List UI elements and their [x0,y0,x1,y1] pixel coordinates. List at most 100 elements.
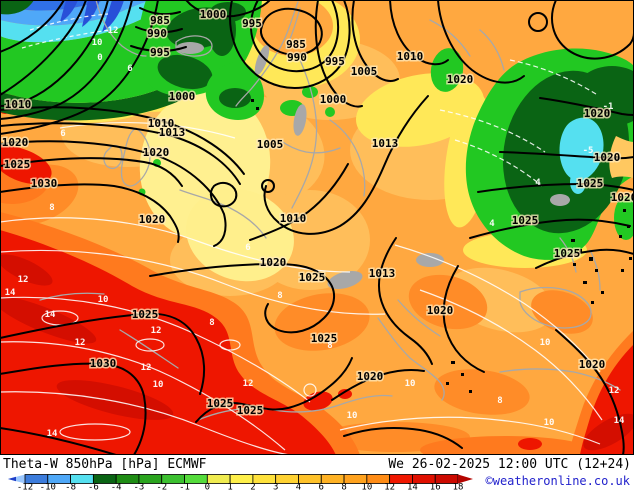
scale-arrow-left-tip [8,476,16,482]
scale-tick-label: 3 [273,483,278,490]
scale-tick-label: 12 [384,483,395,490]
theta-label: 8 [497,396,502,406]
theta-label: 10 [544,418,555,428]
isobar-label: 1020 [584,107,611,120]
scale-tick-label: -1 [179,483,190,490]
isobar-label: 995 [325,55,345,68]
scale-tick-label: -3 [134,483,145,490]
isobar-label: 985 [150,14,170,27]
isobar-label: 1010 [5,98,32,111]
isobar-label: 1013 [159,126,186,139]
theta-label: 10 [92,38,103,48]
theta-label: 10 [405,379,416,389]
isobar-label: 1025 [237,404,264,417]
isobar-label: 985 [286,38,306,51]
isobar-label: 1010 [280,212,307,225]
isobar-label: 1013 [372,137,399,150]
theta-label: 14 [45,310,56,320]
temperature-regions [0,0,634,464]
theta-label: 12 [243,379,254,389]
color-scale: -12 -10 -8 -6 -4 -3 -2 -1 0 1 2 3 4 6 8 10 12 14 16 18 [8,474,478,490]
scale-tick-label: 18 [453,483,464,490]
theta-label: 14 [47,429,58,439]
isobar-label: 1025 [554,247,581,260]
isobar-label: 1020 [143,146,170,159]
isobar-lines [0,0,634,456]
theta-label: 12 [141,363,152,373]
isobar-label: 1025 [512,214,539,227]
isobar-label: 1010 [148,117,175,130]
map-area: 985 990 995 1000 995 985 990 995 1005 1000 1000 101… [0,0,634,464]
isobar-label: 1005 [257,138,284,151]
isobar-label: 1020 [2,136,29,149]
scale-arrow-right [458,474,474,484]
copyright-link[interactable]: ©weatheronline.co.uk [485,474,631,488]
isobar-label: 1025 [4,158,31,171]
scale-tick-label: -8 [65,483,76,490]
theta-label: 10 [153,380,164,390]
theta-label: 0 [97,53,102,63]
isobar-label: 1020 [579,358,606,371]
isobar-label: 1025 [311,332,338,345]
theta-label: 12 [18,275,29,285]
scale-tick-label: 14 [407,483,418,490]
theta-label: 12 [609,386,620,396]
scale-tick-label: 10 [361,483,372,490]
isobar-label: 1000 [320,93,347,106]
theta-label: 10 [347,411,358,421]
theta-label: 12 [108,26,119,36]
isobar-label: 1000 [200,8,227,21]
isobar-label: 1030 [31,177,58,190]
map-datetime: We 26-02-2025 12:00 UTC (12+24) [388,457,631,472]
scale-tick-label: -4 [111,483,122,490]
scale-tick-label: 16 [430,483,441,490]
theta-label: 10 [98,295,109,305]
theta-label: 14 [614,416,625,426]
isobar-label: 1020 [139,213,166,226]
island-specks [251,99,632,393]
scale-tick-label: -10 [40,483,56,490]
map-footer: Theta-W 850hPa [hPa] ECMWF We 26-02-2025… [0,455,634,490]
scale-arrow-left [8,474,25,484]
theta-label: 6 [60,129,65,139]
scale-tick-label: 2 [250,483,255,490]
scale-tick-label: 0 [205,483,210,490]
scale-tick-label: 1 [227,483,232,490]
isobar-label: 1005 [351,65,378,78]
theta-label: 8 [209,318,214,328]
theta-contours [0,13,603,456]
theta-label: 4 [535,178,541,188]
isobar-label: 1020 [447,73,474,86]
isobar-label: 1020 [611,191,634,204]
isobar-label: 1025 [577,177,604,190]
theta-label: -5 [583,146,594,156]
isobar-label: 1013 [369,267,396,280]
isobar-label: 1000 [169,90,196,103]
map-title: Theta-W 850hPa [hPa] ECMWF [3,457,207,472]
isobar-label: 1025 [132,308,159,321]
isobar-label: 1020 [594,151,621,164]
theta-label: 14 [5,288,16,298]
theta-label: 12 [151,326,162,336]
scale-tick-label: -6 [88,483,99,490]
isobar-label: 1010 [397,50,424,63]
scale-tick-label: -2 [156,483,167,490]
isobar-label: 1020 [357,370,384,383]
theta-label: 6 [127,64,132,74]
theta-label: 12 [75,338,86,348]
theta-label: 8 [277,291,282,301]
scale-tick-label: 6 [319,483,324,490]
isobar-label: 1025 [207,397,234,410]
isobar-label: 1020 [260,256,287,269]
theta-label: 8 [49,203,54,213]
isobar-label: 1020 [427,304,454,317]
isobar-label: 1025 [299,271,326,284]
theta-label: 6 [245,243,250,253]
scale-tick-label: 4 [296,483,301,490]
theta-label: 4 [489,219,495,229]
isobar-label: 1030 [90,357,117,370]
